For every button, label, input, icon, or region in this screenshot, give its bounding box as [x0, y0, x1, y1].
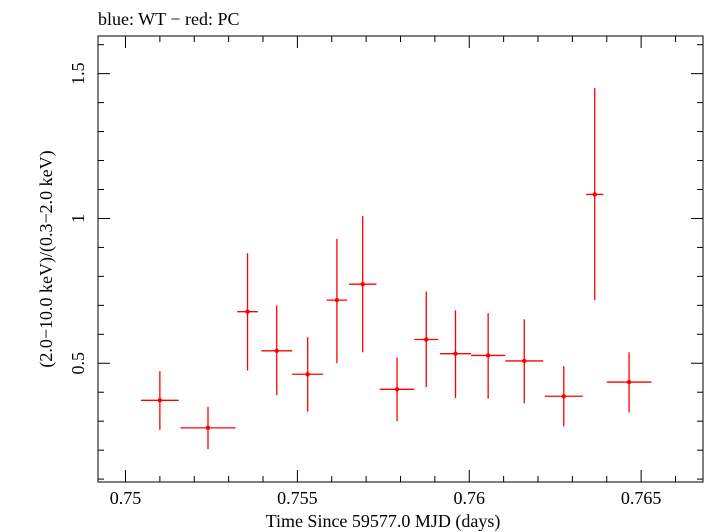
x-tick-label: 0.755	[277, 488, 318, 508]
data-marker	[626, 379, 632, 385]
data-point	[348, 216, 377, 353]
y-tick-label: 1	[68, 214, 88, 223]
data-marker	[334, 297, 340, 303]
x-axis-label: Time Since 59577.0 MJD (days)	[266, 511, 501, 532]
axis-tick-labels: 0.75 0.755 0.76 0.765 0.5 1 1.5	[68, 62, 661, 508]
data-point	[440, 310, 471, 399]
data-point	[470, 313, 506, 399]
data-point	[140, 371, 179, 430]
data-point	[606, 352, 652, 413]
y-tick-label: 1.5	[68, 62, 88, 85]
data-marker	[157, 398, 163, 403]
data-point	[326, 238, 348, 364]
data-point	[586, 88, 604, 301]
data-marker	[424, 337, 429, 342]
data-point	[505, 319, 544, 404]
plot-frame	[97, 35, 704, 483]
data-marker	[592, 192, 597, 197]
data-point	[180, 406, 236, 450]
y-tick-label: 0.5	[68, 352, 88, 375]
x-tick-label: 0.76	[454, 488, 486, 508]
data-point	[379, 357, 415, 422]
data-marker	[561, 394, 566, 399]
data-marker	[274, 348, 279, 354]
x-tick-label: 0.765	[621, 488, 662, 508]
data-marker	[453, 351, 458, 356]
data-marker	[360, 281, 365, 287]
data-marker	[522, 358, 527, 364]
data-point	[544, 366, 583, 427]
data-point	[414, 291, 439, 388]
data-marker	[245, 309, 250, 314]
x-tick-label: 0.75	[110, 488, 142, 508]
data-points	[140, 88, 652, 450]
y-axis-label: (2.0−10.0 keV)/(0.3−2.0 keV)	[36, 150, 57, 367]
data-point	[261, 305, 293, 396]
chart-title: blue: WT − red: PC	[98, 9, 239, 29]
data-marker	[485, 353, 491, 358]
data-marker	[205, 425, 211, 431]
data-marker	[394, 387, 400, 392]
data-point	[237, 253, 258, 371]
axis-ticks	[98, 36, 703, 482]
data-point	[292, 337, 324, 412]
data-marker	[305, 372, 310, 377]
